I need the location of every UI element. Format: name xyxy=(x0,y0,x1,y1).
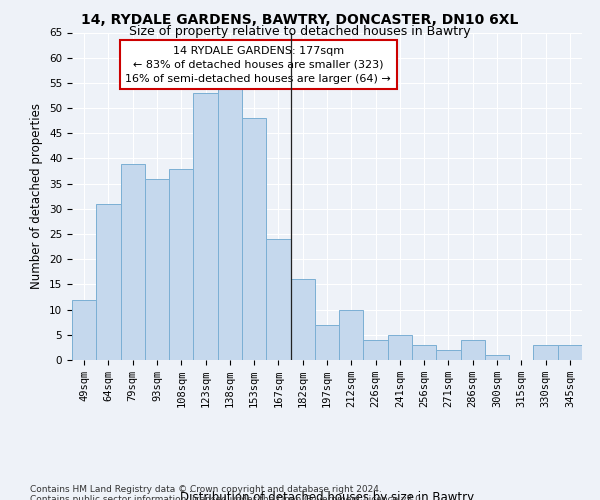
Text: Contains HM Land Registry data © Crown copyright and database right 2024.: Contains HM Land Registry data © Crown c… xyxy=(30,485,382,494)
Bar xyxy=(266,239,290,360)
Text: Size of property relative to detached houses in Bawtry: Size of property relative to detached ho… xyxy=(129,25,471,38)
Bar xyxy=(290,280,315,360)
Bar xyxy=(485,355,509,360)
Bar xyxy=(558,345,582,360)
Bar xyxy=(315,324,339,360)
Bar xyxy=(96,204,121,360)
Bar xyxy=(533,345,558,360)
Text: 14 RYDALE GARDENS: 177sqm
← 83% of detached houses are smaller (323)
16% of semi: 14 RYDALE GARDENS: 177sqm ← 83% of detac… xyxy=(125,46,391,84)
Bar xyxy=(169,168,193,360)
Bar xyxy=(121,164,145,360)
Bar xyxy=(388,335,412,360)
Bar xyxy=(145,178,169,360)
X-axis label: Distribution of detached houses by size in Bawtry: Distribution of detached houses by size … xyxy=(180,490,474,500)
Bar xyxy=(436,350,461,360)
Bar xyxy=(339,310,364,360)
Bar xyxy=(242,118,266,360)
Text: 14, RYDALE GARDENS, BAWTRY, DONCASTER, DN10 6XL: 14, RYDALE GARDENS, BAWTRY, DONCASTER, D… xyxy=(82,12,518,26)
Bar xyxy=(193,93,218,360)
Y-axis label: Number of detached properties: Number of detached properties xyxy=(31,104,43,289)
Text: Contains public sector information licensed under the Open Government Licence v3: Contains public sector information licen… xyxy=(30,495,424,500)
Bar xyxy=(218,88,242,360)
Bar xyxy=(461,340,485,360)
Bar xyxy=(412,345,436,360)
Bar xyxy=(364,340,388,360)
Bar xyxy=(72,300,96,360)
